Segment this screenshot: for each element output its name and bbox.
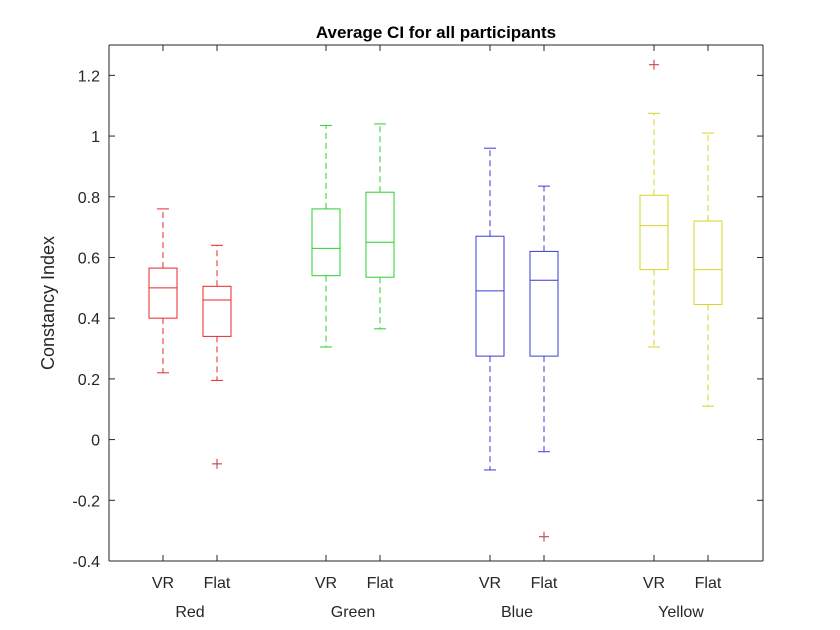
y-tick-label: 1.2 [78,68,100,85]
box-group [311,123,395,348]
iqr-box [311,208,341,277]
iqr-box [529,250,559,357]
outlier-marker [539,531,549,542]
y-tick-label: 0.2 [78,372,100,389]
y-axis-label: Constancy Index [38,236,58,370]
iqr-box [693,220,723,306]
box-group [148,208,232,469]
x-tick-label: Flat [695,575,722,592]
iqr-box [475,235,505,357]
chart-title: Average CI for all participants [316,23,556,42]
x-tick-label: VR [643,575,665,592]
box-group [475,147,559,542]
group-label: Blue [501,604,533,621]
outlier-marker [649,59,659,70]
x-tick-label: VR [152,575,174,592]
x-tick-label: VR [479,575,501,592]
iqr-box [202,285,232,337]
y-axis-ticks: -0.4 -0.2 0 0.2 0.4 0.6 0.8 1 1.2 [72,68,763,571]
y-tick-label: 1 [91,129,100,146]
y-tick-label: -0.4 [72,554,100,571]
plot-frame [108,44,764,562]
group-label: Yellow [658,604,704,621]
y-tick-label: 0.6 [78,250,100,267]
x-tick-label: Flat [367,575,394,592]
box-group [639,59,723,407]
iqr-box [365,191,395,278]
iqr-box [639,194,669,271]
outlier-marker [212,458,222,469]
x-tick-label: Flat [204,575,231,592]
y-tick-label: 0 [91,433,100,450]
y-tick-label: -0.2 [72,493,100,510]
iqr-box [148,267,178,319]
group-label: Green [331,604,375,621]
x-tick-label: Flat [531,575,558,592]
group-label: Red [175,604,204,621]
y-tick-label: 0.4 [78,311,100,328]
box-series [148,59,723,542]
y-tick-label: 0.8 [78,190,100,207]
x-tick-label: VR [315,575,337,592]
